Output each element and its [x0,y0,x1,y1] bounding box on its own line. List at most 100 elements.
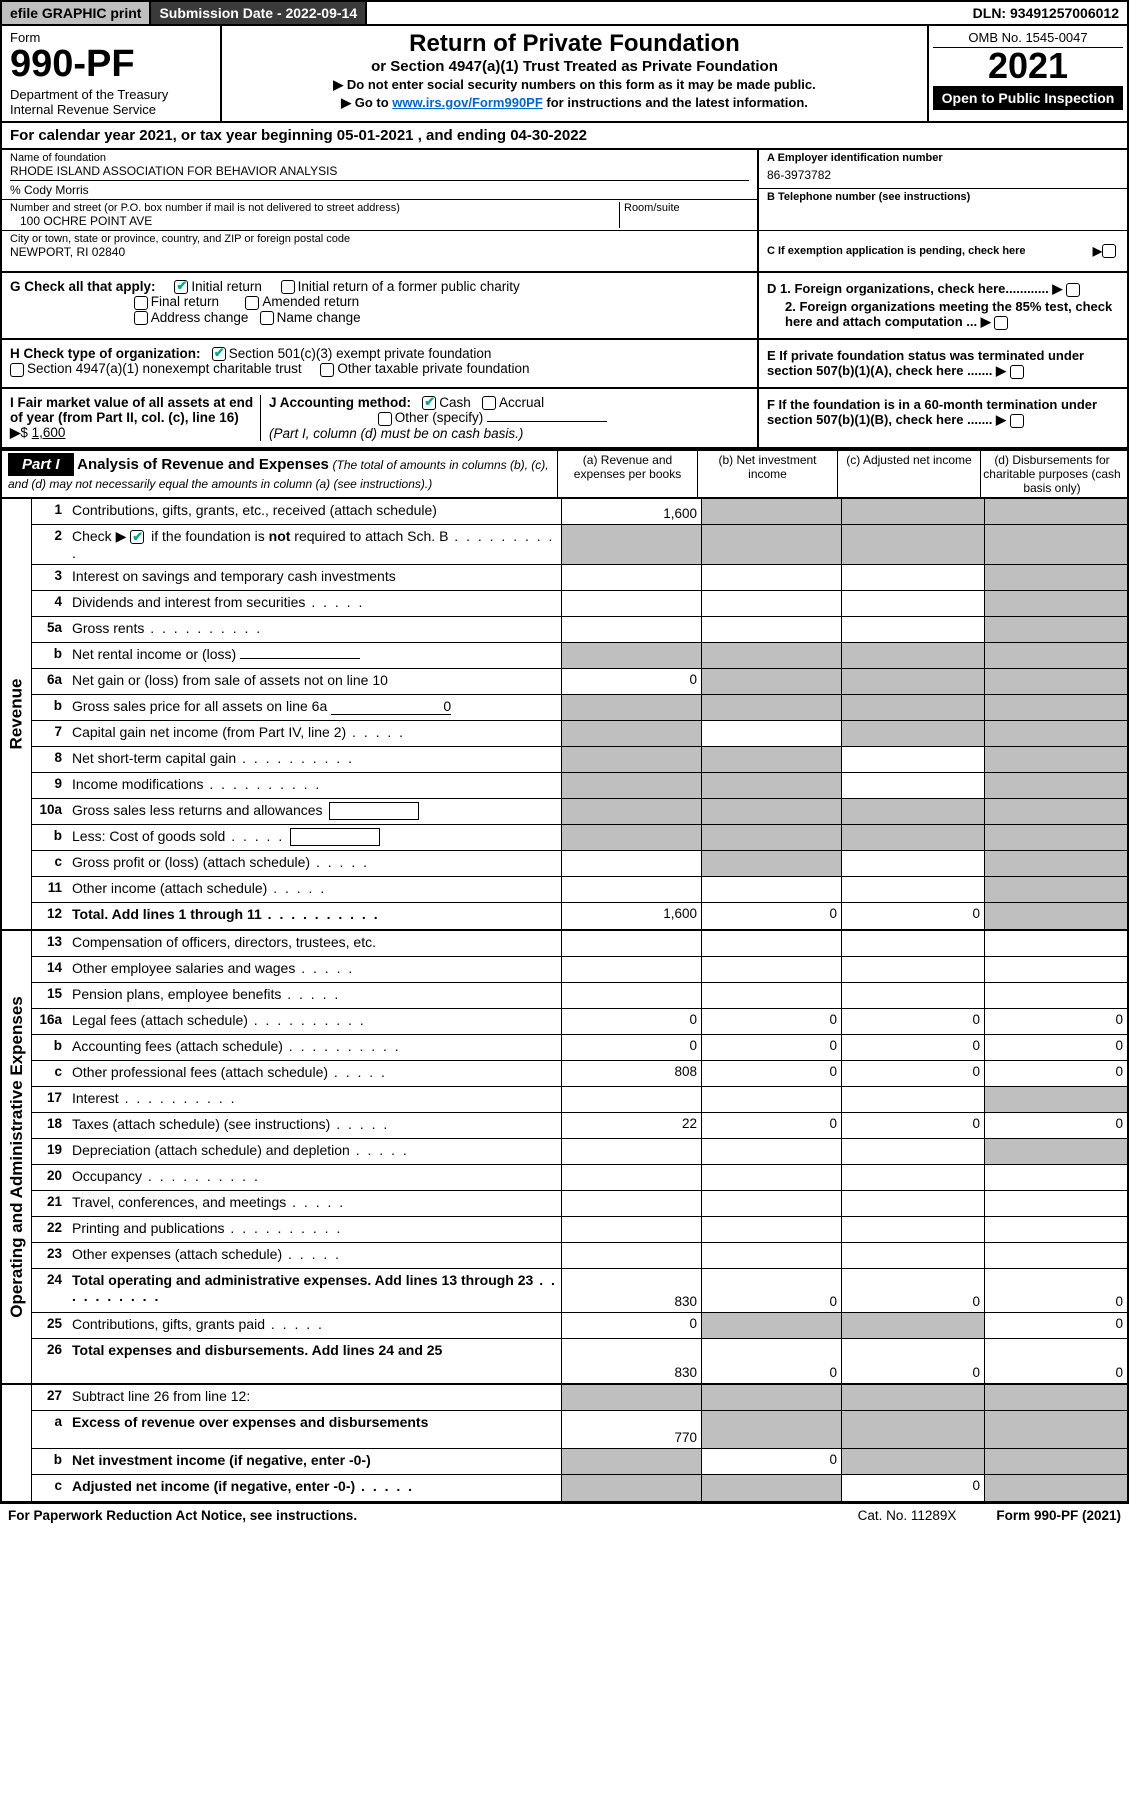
j-other-line [487,421,607,422]
part1-badge: Part I [8,453,74,476]
amended-return-checkbox[interactable] [245,296,259,310]
street-address: 100 OCHRE POINT AVE [10,214,619,228]
tax-year: 2021 [933,48,1123,84]
revenue-rows: 1Contributions, gifts, grants, etc., rec… [32,499,1127,929]
initial-return-checkbox[interactable] [174,280,188,294]
h-label: H Check type of organization: [10,346,201,361]
line27-rows: 27Subtract line 26 from line 12: aExcess… [32,1385,1127,1501]
line-12: 12Total. Add lines 1 through 111,60000 [32,903,1127,929]
exemption-label: C If exemption application is pending, c… [767,245,1093,257]
initial-former-checkbox[interactable] [281,280,295,294]
final-return-label: Final return [151,294,219,309]
j-accrual-checkbox[interactable] [482,396,496,410]
address-row: Number and street (or P.O. box number if… [2,200,757,231]
initial-former-label: Initial return of a former public charit… [298,279,520,294]
form-title-block: Return of Private Foundation or Section … [222,26,927,121]
e-label: E If private foundation status was termi… [767,348,1084,378]
h-other-checkbox[interactable] [320,363,334,377]
calendar-year-line: For calendar year 2021, or tax year begi… [0,123,1129,150]
initial-return-label: Initial return [191,279,262,294]
exemption-checkbox[interactable] [1102,244,1116,258]
j-other-label: Other (specify) [395,410,484,425]
sch-b-checkbox[interactable] [130,530,144,544]
line-13: 13Compensation of officers, directors, t… [32,931,1127,957]
line-7: 7Capital gain net income (from Part IV, … [32,721,1127,747]
j-accrual-label: Accrual [499,395,544,410]
line-6b: bGross sales price for all assets on lin… [32,695,1127,721]
address-change-checkbox[interactable] [134,311,148,325]
open-to-public: Open to Public Inspection [933,86,1123,110]
line-5a: 5aGross rents [32,617,1127,643]
blank-side [2,1385,32,1501]
address-change-label: Address change [151,310,249,325]
city-state-zip: NEWPORT, RI 02840 [10,245,749,259]
expenses-rows: 13Compensation of officers, directors, t… [32,931,1127,1383]
line-27b: bNet investment income (if negative, ent… [32,1449,1127,1475]
line-8: 8Net short-term capital gain [32,747,1127,773]
phone-row: B Telephone number (see instructions) [759,189,1127,231]
irs-link[interactable]: www.irs.gov/Form990PF [392,95,543,110]
exemption-pending-row: C If exemption application is pending, c… [759,231,1127,271]
line-16a: 16aLegal fees (attach schedule)0000 [32,1009,1127,1035]
f-checkbox[interactable] [1010,414,1024,428]
h-4947-checkbox[interactable] [10,363,24,377]
footer-form-ref: Form 990-PF (2021) [996,1508,1121,1523]
f-label: F If the foundation is in a 60-month ter… [767,397,1097,427]
d1-checkbox[interactable] [1066,283,1080,297]
entity-block: Name of foundation RHODE ISLAND ASSOCIAT… [0,150,1129,273]
j-other-checkbox[interactable] [378,412,392,426]
form-note-1: ▶ Do not enter social security numbers o… [226,77,923,93]
revenue-side-label: Revenue [2,499,32,929]
line-10a: 10aGross sales less returns and allowanc… [32,799,1127,825]
d2-label: 2. Foreign organizations meeting the 85%… [785,299,1112,329]
j-cash-label: Cash [439,395,471,410]
line-10b: bLess: Cost of goods sold [32,825,1127,851]
line-19: 19Depreciation (attach schedule) and dep… [32,1139,1127,1165]
line-24: 24Total operating and administrative exp… [32,1269,1127,1313]
final-return-checkbox[interactable] [134,296,148,310]
line-20: 20Occupancy [32,1165,1127,1191]
form-id-block: Form 990-PF Department of the Treasury I… [2,26,222,121]
col-a-header: (a) Revenue and expenses per books [557,451,697,497]
name-change-checkbox[interactable] [260,311,274,325]
part1-label-cell: Part I Analysis of Revenue and Expenses … [2,451,557,497]
line-6a: 6aNet gain or (loss) from sale of assets… [32,669,1127,695]
entity-right: A Employer identification number 86-3973… [757,150,1127,271]
line-4: 4Dividends and interest from securities [32,591,1127,617]
i-label: I Fair market value of all assets at end… [10,395,253,425]
line-26: 26Total expenses and disbursements. Add … [32,1339,1127,1383]
care-of: % Cody Morris [10,180,749,197]
line-17: 17Interest [32,1087,1127,1113]
phone-label: B Telephone number (see instructions) [767,191,1119,203]
line-27a: aExcess of revenue over expenses and dis… [32,1411,1127,1449]
dln: DLN: 93491257006012 [965,2,1127,24]
col-d-header: (d) Disbursements for charitable purpose… [980,451,1123,497]
g-label: G Check all that apply: [10,279,156,294]
submission-date: Submission Date - 2022-09-14 [151,2,367,24]
name-label: Name of foundation [10,152,749,164]
line-23: 23Other expenses (attach schedule) [32,1243,1127,1269]
expenses-side-label: Operating and Administrative Expenses [2,931,32,1383]
h-4947-label: Section 4947(a)(1) nonexempt charitable … [27,361,302,376]
form-header: Form 990-PF Department of the Treasury I… [0,26,1129,123]
top-bar: efile GRAPHIC print Submission Date - 20… [0,0,1129,26]
j-cash-checkbox[interactable] [422,396,436,410]
form-title: Return of Private Foundation [226,30,923,58]
page-footer: For Paperwork Reduction Act Notice, see … [0,1503,1129,1527]
efile-label[interactable]: efile GRAPHIC print [2,2,151,24]
foundation-name: RHODE ISLAND ASSOCIATION FOR BEHAVIOR AN… [10,164,749,178]
j-label: J Accounting method: [269,395,411,410]
revenue-grid: Revenue 1Contributions, gifts, grants, e… [0,499,1129,931]
h-501c3-checkbox[interactable] [212,347,226,361]
arrow-icon: ▶ [996,412,1006,427]
d2-checkbox[interactable] [994,316,1008,330]
h-501c3-label: Section 501(c)(3) exempt private foundat… [229,346,492,361]
ein-value: 86-3973782 [767,164,1119,186]
part1-title: Analysis of Revenue and Expenses [77,456,329,473]
e-section: E If private foundation status was termi… [757,340,1127,387]
goto-suffix: for instructions and the latest informat… [543,95,808,110]
form-subtitle: or Section 4947(a)(1) Trust Treated as P… [226,58,923,75]
col-b-header: (b) Net investment income [697,451,837,497]
col-c-header: (c) Adjusted net income [837,451,980,497]
e-checkbox[interactable] [1010,365,1024,379]
